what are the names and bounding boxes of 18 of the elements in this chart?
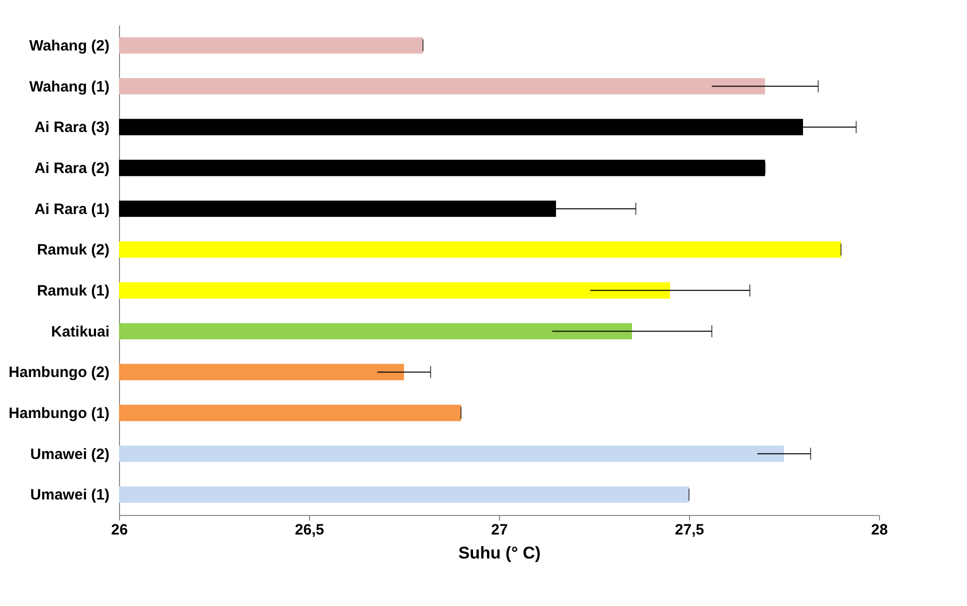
y-tick-label: Umawei (1) — [30, 486, 110, 504]
y-tick-label: Wahang (1) — [29, 78, 110, 96]
x-tick-label: 27,5 — [674, 522, 704, 538]
x-tick-label: 28 — [871, 522, 888, 538]
y-tick-label: Ramuk (2) — [36, 242, 110, 259]
x-tick-label: 26,5 — [294, 522, 324, 538]
y-tick-label: Umawei (2) — [30, 446, 110, 463]
y-tick-label: Hambungo (1) — [8, 404, 110, 422]
y-tick-label: Katikuai — [51, 323, 110, 340]
y-tick-label: Wahang (2) — [29, 37, 110, 54]
x-tick-label: 26 — [111, 522, 128, 538]
x-axis-title: Suhu (° C) — [458, 544, 541, 562]
x-tick-label: 27 — [491, 522, 508, 538]
y-tick-label: Hambungo (2) — [8, 364, 110, 382]
y-tick-label: Ai Rara (1) — [34, 200, 110, 218]
y-tick-label: Ai Rara (2) — [34, 160, 110, 177]
y-tick-label: Ai Rara (3) — [34, 119, 110, 136]
y-tick-label: Ramuk (1) — [36, 282, 110, 300]
